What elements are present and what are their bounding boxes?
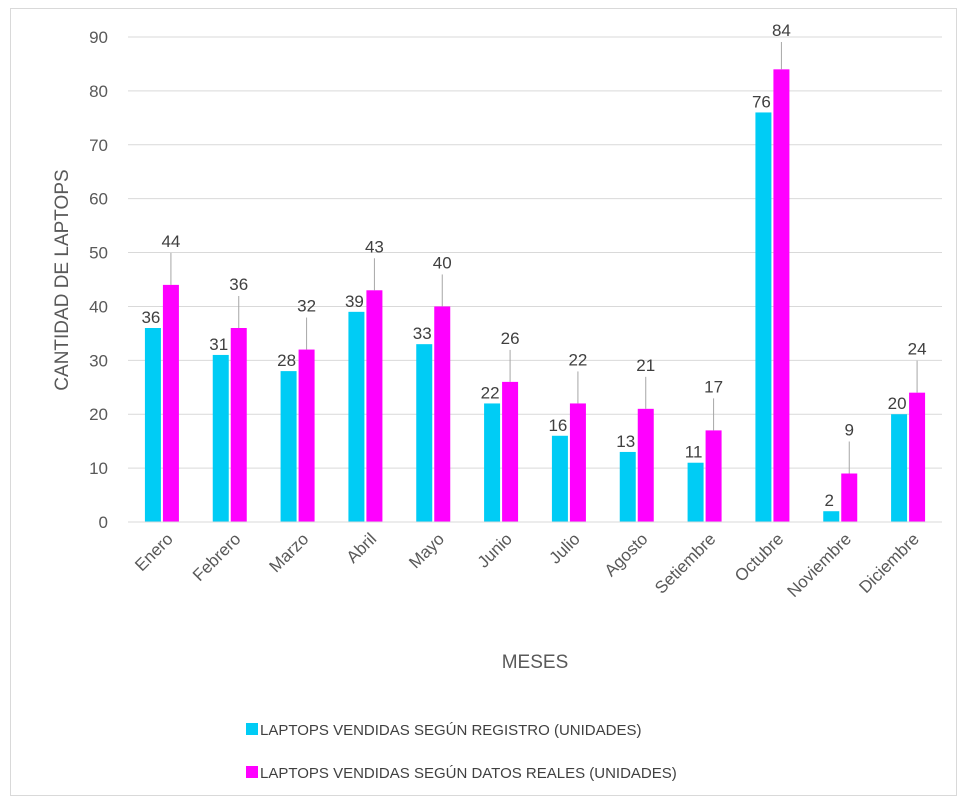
data-label-registro: 39 — [345, 292, 364, 311]
x-tick-label: Febrero — [189, 529, 245, 585]
data-label-reales: 84 — [772, 21, 791, 40]
y-axis-ticks: 0 10 20 30 40 50 60 70 80 90 — [89, 28, 108, 532]
data-label-registro: 16 — [548, 416, 567, 435]
data-label-registro: 22 — [481, 383, 500, 402]
bar-reales — [366, 290, 383, 522]
data-label-registro: 13 — [616, 432, 635, 451]
y-tick-label: 20 — [89, 405, 108, 424]
bar-registro — [687, 462, 704, 522]
gridlines — [128, 36, 942, 469]
bar-reales — [434, 306, 451, 522]
legend-label-registro: LAPTOPS VENDIDAS SEGÚN REGISTRO (UNIDADE… — [260, 722, 641, 739]
data-label-reales: 22 — [568, 350, 587, 369]
data-label-registro: 31 — [209, 335, 228, 354]
x-tick-label: Agosto — [601, 529, 652, 580]
data-label-registro: 33 — [413, 324, 432, 343]
legend-label-reales: LAPTOPS VENDIDAS SEGÚN DATOS REALES (UNI… — [260, 765, 677, 782]
x-tick-label: Enero — [131, 529, 177, 575]
data-label-reales: 21 — [636, 356, 655, 375]
x-axis-title: MESES — [502, 652, 569, 673]
x-tick-label: Julio — [546, 529, 584, 567]
y-tick-label: 60 — [89, 190, 108, 209]
bar-reales — [298, 349, 315, 522]
bar-registro — [823, 511, 840, 522]
x-tick-label: Noviembre — [784, 529, 856, 601]
data-label-reales: 17 — [704, 377, 723, 396]
bar-registro — [755, 112, 772, 522]
x-tick-label: Octubre — [731, 529, 787, 585]
x-tick-label: Marzo — [266, 529, 313, 576]
y-tick-label: 10 — [89, 459, 108, 478]
bar-registro — [891, 414, 908, 522]
data-label-registro: 2 — [825, 491, 834, 510]
bar-reales — [841, 473, 858, 522]
y-tick-label: 80 — [89, 82, 108, 101]
bar-registro — [416, 344, 433, 522]
y-tick-label: 90 — [89, 28, 108, 47]
data-label-leaders — [170, 42, 918, 474]
data-label-reales: 44 — [161, 232, 180, 251]
bar-reales — [162, 284, 179, 522]
bar-reales — [569, 403, 586, 522]
data-label-reales: 43 — [365, 237, 384, 256]
x-tick-label: Setiembre — [651, 529, 719, 597]
data-label-reales: 32 — [297, 297, 316, 316]
bar-reales — [909, 392, 926, 522]
data-label-registro: 76 — [752, 92, 771, 111]
bar-registro — [484, 403, 501, 522]
data-label-registro: 11 — [685, 443, 703, 462]
x-tick-label: Diciembre — [855, 529, 923, 597]
data-label-registro: 36 — [141, 308, 160, 327]
data-label-reales: 26 — [501, 329, 520, 348]
x-tick-label: Junio — [474, 529, 516, 571]
y-axis-title: CANTIDAD DE LAPTOPS — [52, 169, 73, 390]
data-label-reales: 40 — [433, 253, 452, 272]
data-label-reales: 9 — [845, 421, 854, 440]
y-tick-label: 0 — [99, 513, 108, 532]
data-label-registro: 20 — [888, 394, 907, 413]
legend: LAPTOPS VENDIDAS SEGÚN REGISTRO (UNIDADE… — [246, 722, 677, 782]
bar-registro — [551, 435, 568, 522]
legend-swatch-registro — [246, 723, 258, 735]
y-tick-label: 30 — [89, 351, 108, 370]
y-tick-label: 50 — [89, 244, 108, 263]
bar-reales — [230, 328, 247, 522]
chart-frame — [10, 8, 957, 796]
bar-registro — [144, 328, 161, 522]
y-tick-label: 40 — [89, 297, 108, 316]
data-label-reales: 24 — [908, 340, 927, 359]
bar-registro — [619, 451, 636, 522]
bar-registro — [212, 354, 229, 522]
bar-reales — [705, 430, 722, 522]
x-tick-label: Mayo — [405, 529, 448, 572]
x-tick-label: Abril — [343, 529, 380, 566]
bars — [144, 69, 926, 522]
bar-registro — [348, 311, 365, 522]
bar-reales — [502, 381, 519, 522]
data-labels: 36 44 31 36 28 32 39 43 33 40 22 26 16 22 13 21 11 17 76 84… — [141, 21, 926, 510]
y-tick-label: 70 — [89, 136, 108, 155]
bar-registro — [280, 371, 297, 522]
x-axis-ticks: Enero Febrero Marzo Abril Mayo Junio Julio Agos… — [131, 529, 923, 601]
data-label-registro: 28 — [277, 351, 296, 370]
bar-reales — [773, 69, 790, 522]
bar-reales — [637, 408, 654, 522]
data-label-reales: 36 — [229, 275, 248, 294]
legend-swatch-reales — [246, 766, 258, 778]
